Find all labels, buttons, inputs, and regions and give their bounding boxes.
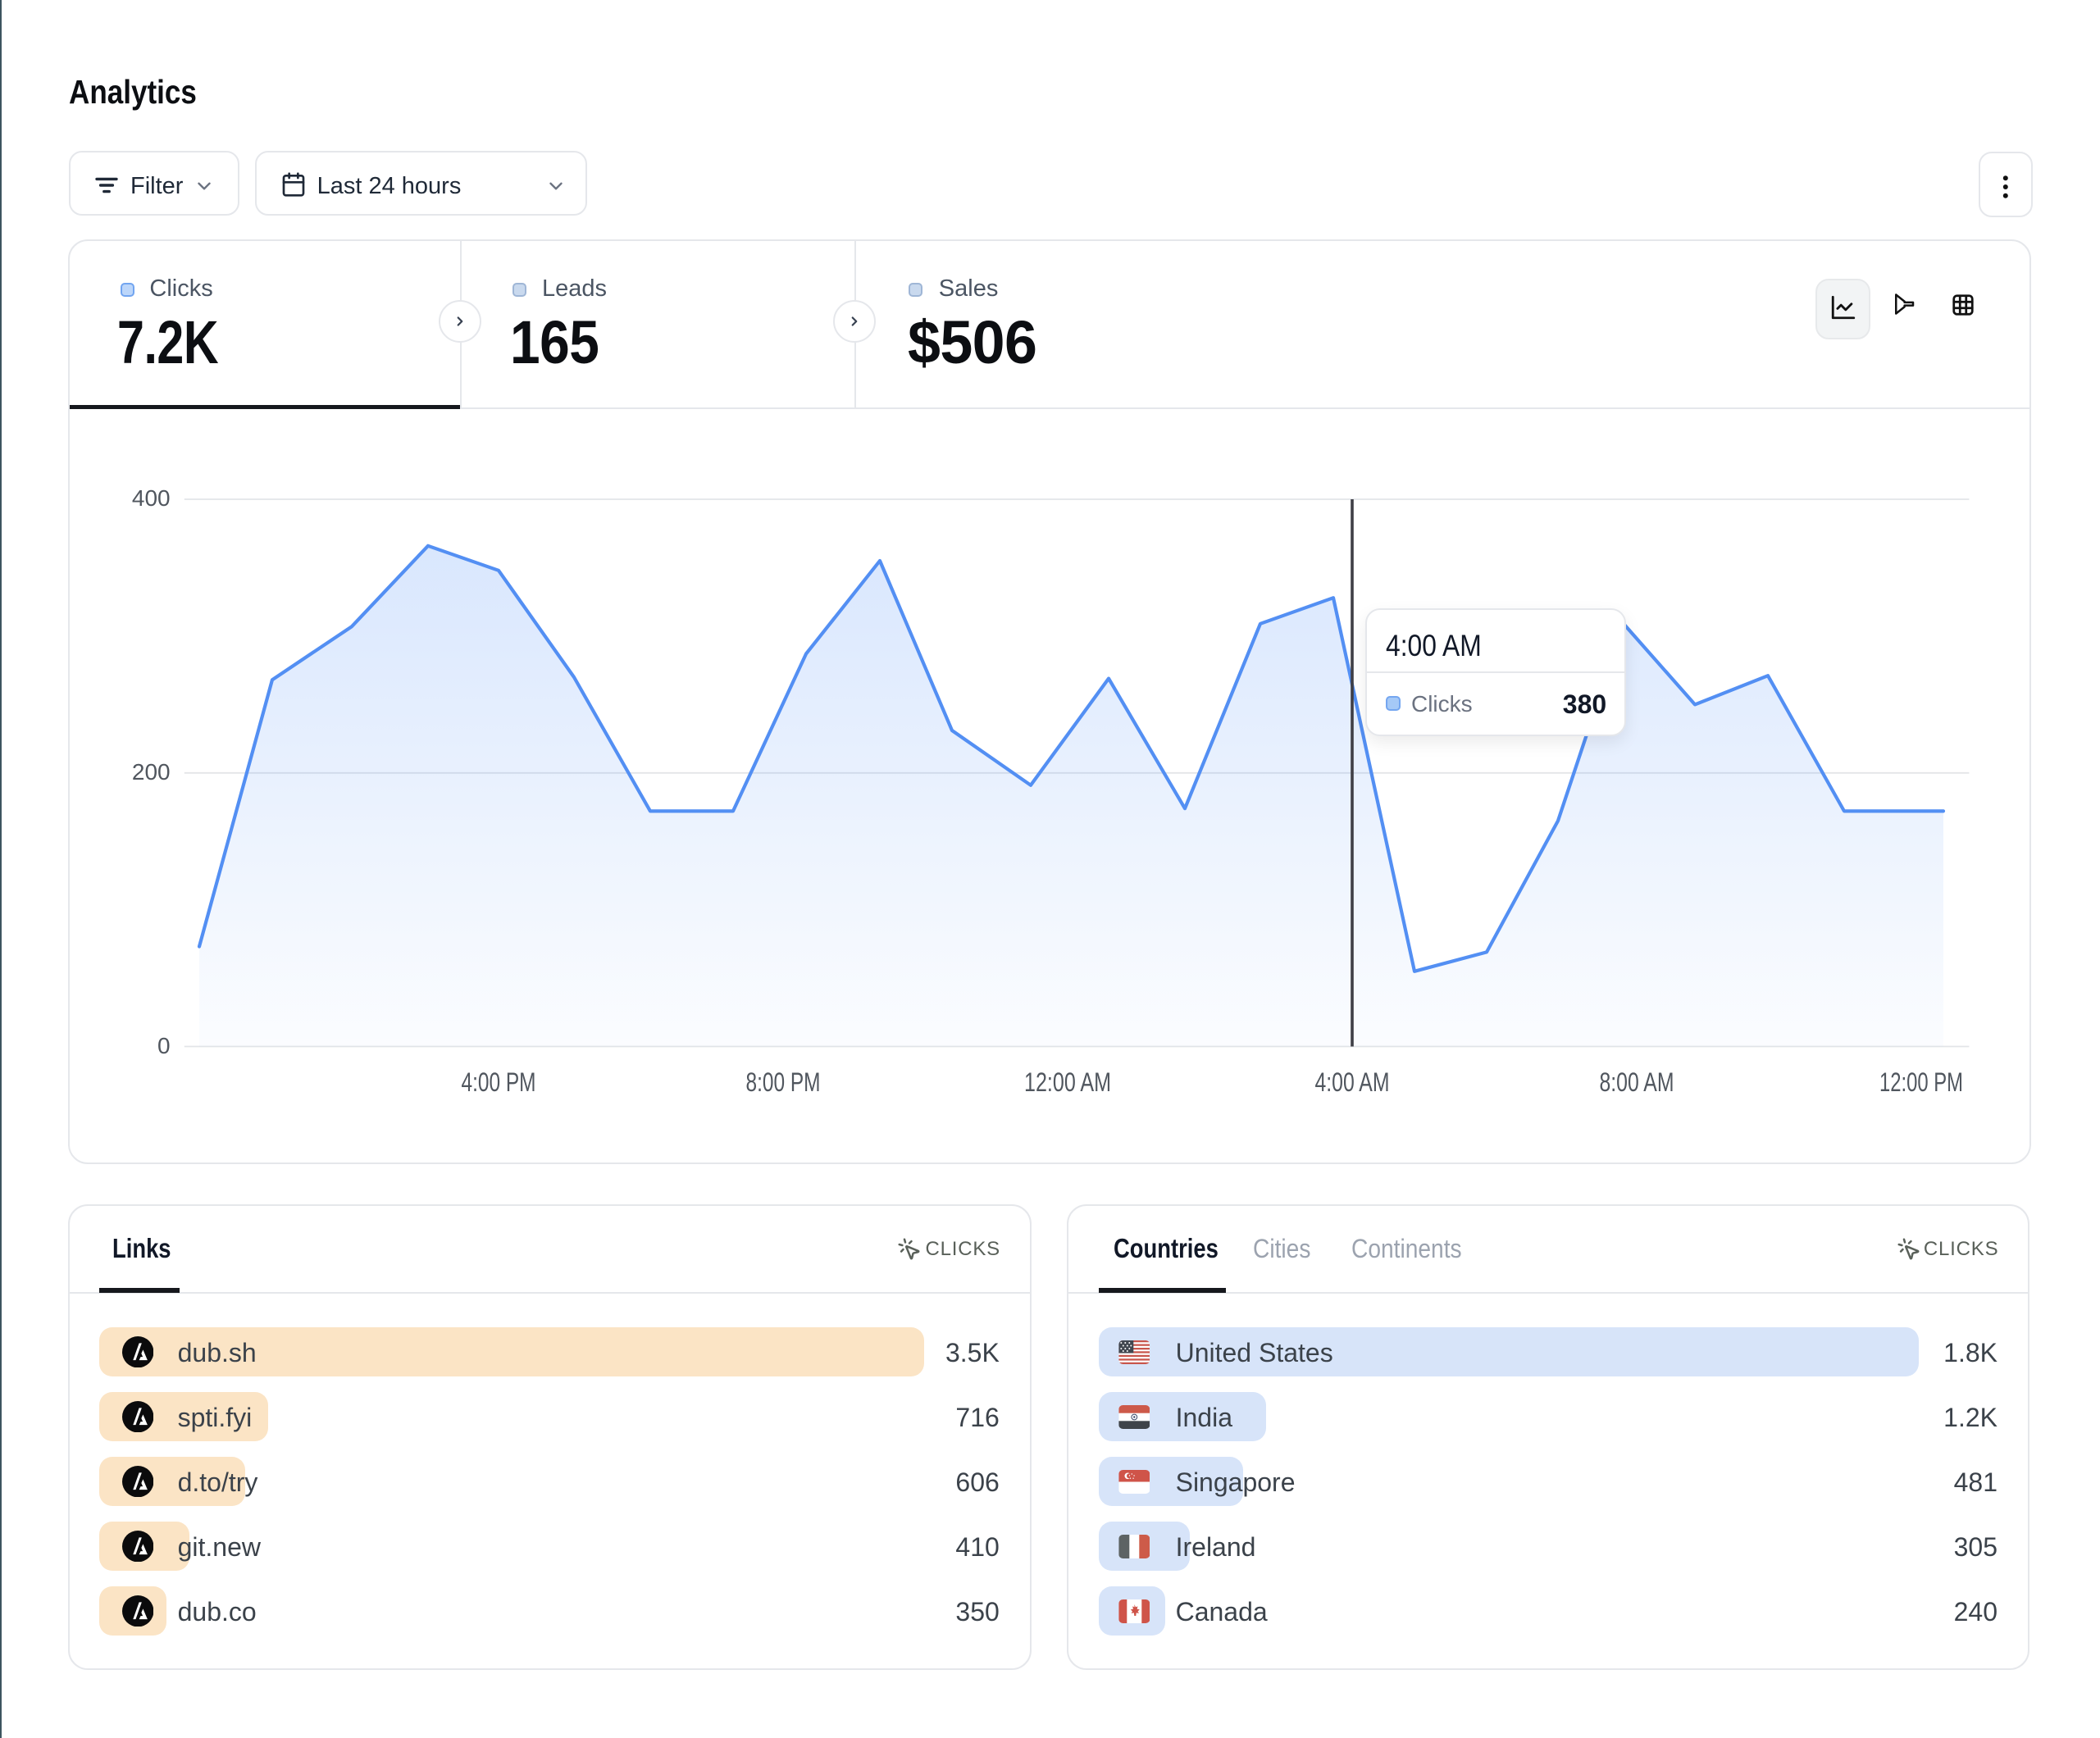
svg-text:8:00 PM: 8:00 PM <box>746 1067 821 1097</box>
svg-text:4:00 AM: 4:00 AM <box>1315 1067 1390 1097</box>
svg-text:4:00 PM: 4:00 PM <box>462 1067 536 1097</box>
svg-text:200: 200 <box>132 759 171 785</box>
svg-text:0: 0 <box>157 1033 171 1058</box>
svg-text:12:00 PM: 12:00 PM <box>1879 1067 1963 1097</box>
svg-text:400: 400 <box>132 485 171 511</box>
svg-text:12:00 AM: 12:00 AM <box>1024 1067 1111 1097</box>
svg-text:8:00 AM: 8:00 AM <box>1600 1067 1674 1097</box>
